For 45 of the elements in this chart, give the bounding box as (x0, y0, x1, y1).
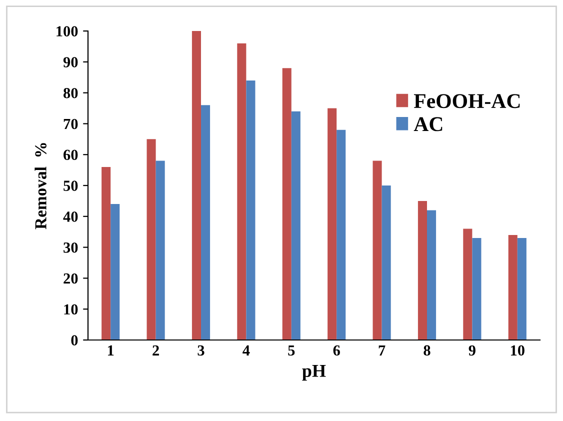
x-tick-label: 2 (152, 345, 159, 356)
x-tick-label: 4 (242, 345, 250, 356)
bar (427, 210, 436, 340)
bar (291, 111, 300, 340)
y-tick-label: 50 (64, 180, 78, 191)
bar (102, 166, 111, 340)
y-tick-label: 60 (64, 150, 78, 160)
x-tick-label: 6 (333, 345, 340, 356)
x-tick-label: 1 (108, 345, 114, 356)
bar (336, 130, 346, 340)
bar (382, 186, 391, 340)
bar (282, 68, 292, 340)
y-tick-label: 0 (71, 335, 78, 346)
x-tick-label: 7 (378, 345, 386, 356)
y-tick-label: 90 (63, 57, 78, 68)
x-tick-label: 10 (510, 345, 524, 356)
bar (328, 108, 337, 340)
x-tick-label: 3 (198, 345, 204, 356)
bar (146, 139, 156, 340)
bar (201, 105, 210, 340)
y-tick-label: 10 (64, 304, 78, 315)
y-axis-title: Removal % (34, 143, 46, 230)
y-tick-label: 40 (63, 212, 78, 222)
x-axis-title: pH (302, 364, 326, 381)
y-tick-label: 70 (64, 118, 78, 130)
bar (517, 238, 526, 340)
x-tick-label: 8 (424, 345, 430, 356)
y-tick-label: 30 (64, 242, 78, 253)
x-tick-label: 9 (468, 345, 476, 356)
bar (237, 43, 246, 340)
bar (418, 200, 427, 340)
legend-label: AC (414, 117, 442, 132)
bar (156, 160, 165, 340)
bar (192, 31, 201, 340)
y-tick-label: 80 (64, 88, 78, 98)
bar (372, 160, 382, 340)
y-tick-label: 20 (64, 273, 78, 284)
bar (246, 80, 256, 340)
legend-label: FeOOH-AC (414, 94, 520, 108)
x-tick-label: 5 (288, 345, 295, 356)
bar (472, 238, 482, 340)
bar (508, 234, 518, 340)
bar (463, 228, 472, 340)
bar (110, 204, 120, 340)
y-tick-label: 100 (56, 26, 78, 36)
